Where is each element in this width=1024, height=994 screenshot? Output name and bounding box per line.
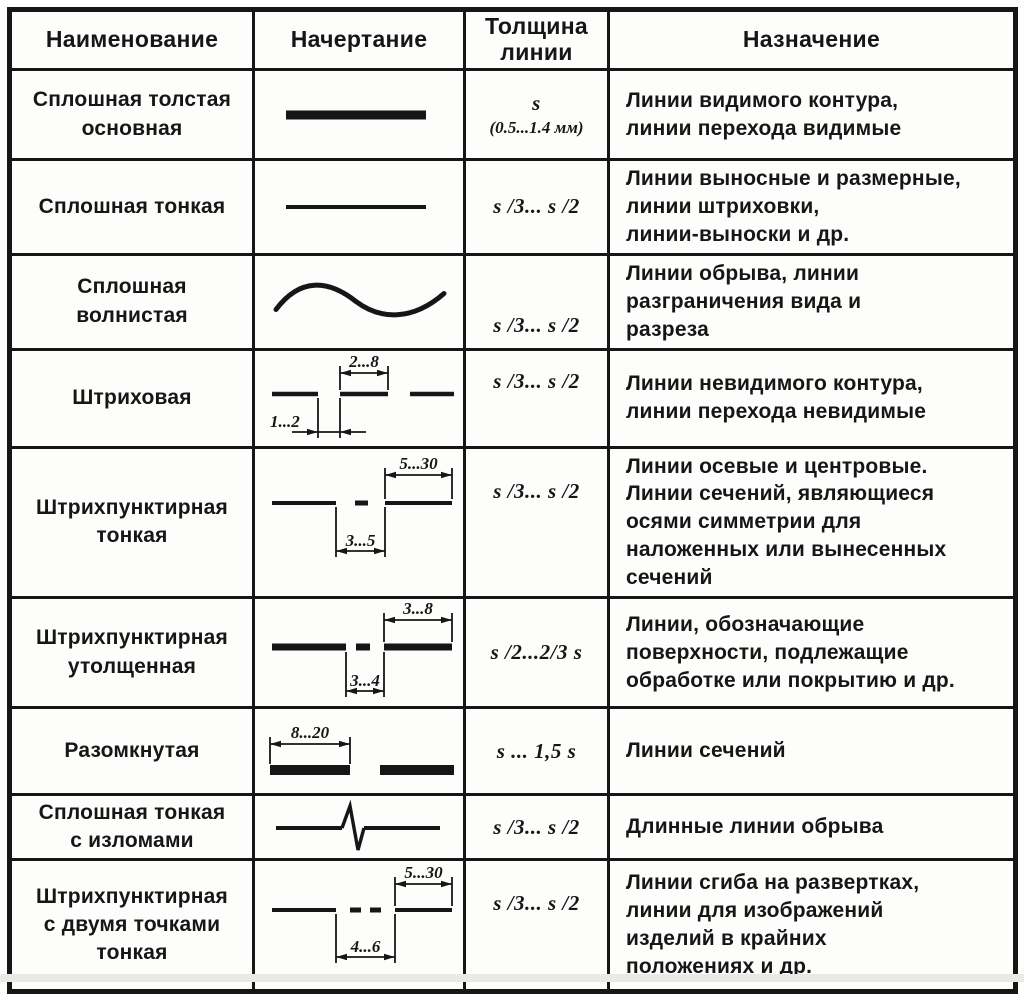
line-drawing-cell — [252, 793, 466, 862]
thickness-value: s /3... s /2 — [493, 891, 580, 916]
line-name-cell: Сплошная тонкая — [8, 158, 255, 256]
line-drawing-cell — [252, 68, 466, 161]
column-header-name: Наименование — [8, 8, 255, 71]
dimension-label-bottom: 4...6 — [349, 937, 380, 956]
line-purpose-cell: Линии осевые и центровые. Линии сечений,… — [607, 445, 1017, 600]
scan-edge-shadow — [0, 974, 1024, 982]
table-row: Штрихпунктирная с двумя точками тонкая 5… — [8, 858, 1017, 994]
table-row: Сплошная толстая основная s (0.5...1.4 мм… — [8, 68, 1017, 161]
line-purpose-cell: Линии невидимого контура, линии перехода… — [607, 347, 1017, 449]
line-name-cell: Сплошная толстая основная — [8, 68, 255, 161]
zigzag-line-sample — [275, 799, 440, 851]
thickness-value: s /3... s /2 — [493, 814, 580, 839]
dimension-label-top: 8...20 — [290, 723, 329, 742]
dimension-label-bottom: 3...5 — [344, 531, 375, 550]
line-thickness-cell: s /2...2/3 s — [463, 596, 610, 710]
table-header: Наименование Начертание Толщина линии На… — [8, 8, 1017, 71]
dimension-label-top: 2...8 — [348, 354, 379, 371]
table-row: Разомкнутая 8...20 s ... 1,5 s Линии сеч… — [8, 706, 1017, 797]
line-name-cell: Штриховая — [8, 347, 255, 449]
column-header-thickness: Толщина линии — [463, 8, 610, 71]
line-drawing-cell: 5...30 4...6 — [252, 858, 466, 994]
line-drawing-cell: 5...30 3...5 — [252, 445, 466, 600]
thickness-value: s /2...2/3 s — [490, 640, 583, 665]
thickness-value: s /3... s /2 — [493, 478, 580, 503]
line-drawing-cell — [252, 252, 466, 351]
line-purpose-cell: Линии сечений — [607, 706, 1017, 797]
line-name-cell: Штрихпунктирная тонкая — [8, 445, 255, 600]
line-drawing-cell: 2...8 1...2 — [252, 347, 466, 449]
thickness-value: s /3... s /2 — [493, 368, 580, 393]
line-types-table: Наименование Начертание Толщина линии На… — [7, 7, 1018, 994]
thickness-note: (0.5...1.4 мм) — [489, 118, 584, 137]
table-body: Сплошная толстая основная s (0.5...1.4 мм… — [8, 68, 1017, 994]
line-name-cell: Сплошная волнистая — [8, 252, 255, 351]
dimension-label-bottom: 3...4 — [349, 671, 380, 690]
line-purpose-cell: Линии выносные и размерные, линии штрихо… — [607, 158, 1017, 256]
line-drawing-cell: 3...8 3...4 — [252, 596, 466, 710]
line-thickness-cell: s /3... s /2 — [463, 158, 610, 256]
line-thickness-cell: s (0.5...1.4 мм) — [463, 68, 610, 161]
dash-dot-thin-line-sample: 5...30 3...5 — [271, 455, 453, 557]
dash-two-dots-line-sample: 5...30 4...6 — [271, 864, 453, 964]
line-thickness-cell: s /3... s /2 — [463, 252, 610, 351]
line-name-cell: Штрихпунктирная утолщенная — [8, 596, 255, 710]
dash-dot-thick-line-sample: 3...8 3...4 — [271, 603, 453, 697]
line-drawing-cell: 8...20 — [252, 706, 466, 797]
thickness-value: s /3... s /2 — [493, 194, 580, 219]
table-row: Сплошная тонкая s /3... s /2 Линии вынос… — [8, 158, 1017, 256]
thickness-value: s /3... s /2 — [493, 312, 580, 337]
line-thickness-cell: s ... 1,5 s — [463, 706, 610, 797]
solid-thin-line-sample — [285, 204, 426, 209]
line-thickness-cell: s /3... s /2 — [463, 445, 610, 600]
dimension-label-top: 5...30 — [404, 864, 443, 882]
line-name-cell: Штрихпунктирная с двумя точками тонкая — [8, 858, 255, 994]
line-purpose-cell: Длинные линии обрыва — [607, 793, 1017, 862]
line-name-cell: Разомкнутая — [8, 706, 255, 797]
open-line-sample: 8...20 — [268, 723, 454, 775]
line-thickness-cell: s /3... s /2 — [463, 347, 610, 449]
line-purpose-cell: Линии, обозначающие поверхности, подлежа… — [607, 596, 1017, 710]
wavy-line-sample — [273, 282, 446, 318]
dashed-line-sample: 2...8 1...2 — [270, 354, 454, 439]
line-purpose-cell: Линии сгиба на развертках, линии для изо… — [607, 858, 1017, 994]
table-row: Штрихпунктирная утолщенная 3...8 3...4 s … — [8, 596, 1017, 710]
table-row: Штриховая 2...8 1...2 s /3... s /2 Линии … — [8, 347, 1017, 449]
solid-thick-line-sample — [285, 110, 426, 119]
table-row: Сплошная тонкая с изломами s /3... s /2 … — [8, 793, 1017, 862]
dimension-label-bottom: 1...2 — [270, 412, 300, 431]
line-purpose-cell: Линии обрыва, линии разграничения вида и… — [607, 252, 1017, 351]
line-thickness-cell: s /3... s /2 — [463, 858, 610, 994]
thickness-value: s ... 1,5 s — [496, 738, 577, 763]
dimension-label-top: 5...30 — [399, 455, 438, 473]
table-row: Штрихпунктирная тонкая 5...30 3...5 s /3.… — [8, 445, 1017, 600]
table-row: Сплошная волнистая s /3... s /2 Линии об… — [8, 252, 1017, 351]
line-drawing-cell — [252, 158, 466, 256]
column-header-appearance: Начертание — [252, 8, 466, 71]
thickness-value: s — [532, 91, 541, 115]
line-name-cell: Сплошная тонкая с изломами — [8, 793, 255, 862]
line-purpose-cell: Линии видимого контура, линии перехода в… — [607, 68, 1017, 161]
line-thickness-cell: s /3... s /2 — [463, 793, 610, 862]
column-header-purpose: Назначение — [607, 8, 1017, 71]
dimension-label-top: 3...8 — [402, 603, 433, 618]
